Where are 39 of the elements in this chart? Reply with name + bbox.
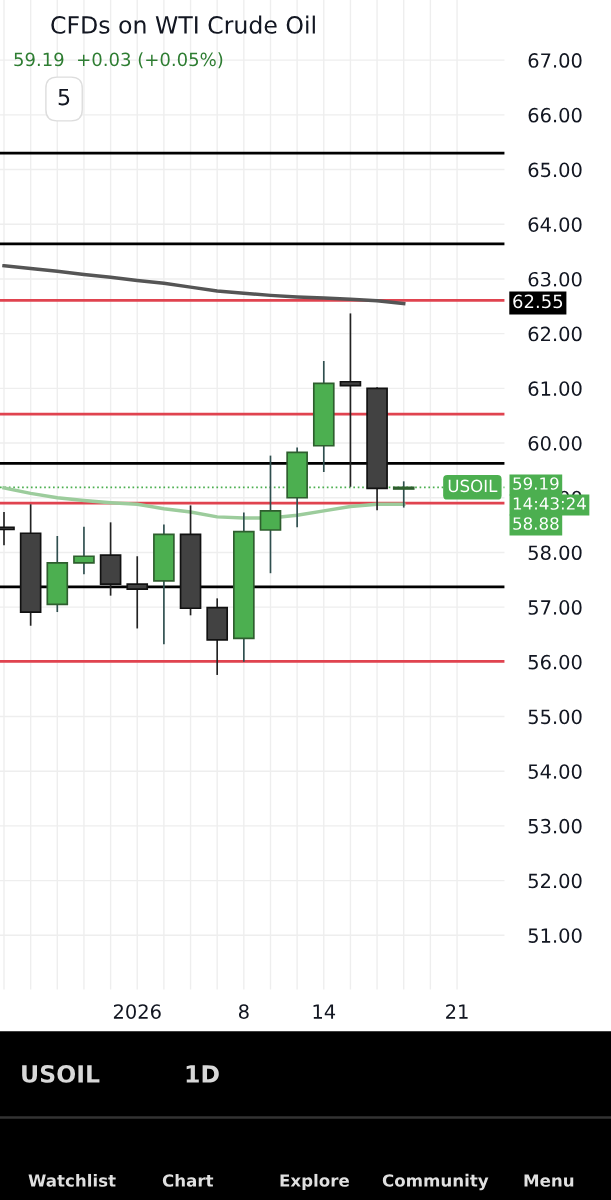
y-tick-label: 51.00 xyxy=(528,928,582,943)
text: CFDs on WTI Crude Oil xyxy=(51,15,315,34)
text: Explore xyxy=(280,1173,349,1191)
y-tick-label: 54.00 xyxy=(528,764,582,779)
y-tick-label: 63.00 xyxy=(528,271,582,287)
x-tick-label: 8 xyxy=(238,1004,249,1019)
text: Community xyxy=(382,1173,489,1191)
text: 59.19 xyxy=(513,477,559,490)
y-tick-label: 55.00 xyxy=(528,709,582,725)
y-tick-label: 65.00 xyxy=(528,162,582,178)
ref-line-label: USOIL xyxy=(448,479,498,493)
y-tick-label: 61.00 xyxy=(528,381,582,397)
text: 14:43:24 xyxy=(513,497,586,510)
y-tick-label: 62.00 xyxy=(528,326,582,342)
y-tick-label: 60.00 xyxy=(528,435,582,451)
y-tick-label: 52.00 xyxy=(528,873,582,889)
y-tick-label: 57.00 xyxy=(528,600,582,615)
text: Menu xyxy=(524,1174,574,1187)
text: Watchlist xyxy=(28,1173,116,1187)
x-tick-label: 21 xyxy=(446,1004,468,1019)
candlestick xyxy=(339,312,362,488)
y-tick-label: 67.00 xyxy=(528,53,582,68)
line-series xyxy=(2,264,406,306)
text: 58.88 xyxy=(513,517,559,530)
text: 59.19 +0.03 (+0.05%) xyxy=(14,52,223,69)
text: Chart xyxy=(162,1173,214,1187)
y-tick-label: 56.00 xyxy=(528,654,582,670)
annotation: 5 xyxy=(58,88,70,106)
candlestick xyxy=(73,525,95,576)
x-tick-label: 2026 xyxy=(113,1004,161,1019)
text: 1D xyxy=(186,1065,219,1083)
x-tick-label: 14 xyxy=(313,1004,336,1019)
candlestick xyxy=(126,555,149,630)
y-tick-label: 58.00 xyxy=(528,545,582,561)
y-tick-label: 66.00 xyxy=(528,107,582,123)
y-tick-label: 64.00 xyxy=(528,217,582,232)
text: USOIL xyxy=(22,1064,100,1083)
y-tick-label: 53.00 xyxy=(528,818,582,834)
text: 62.55 xyxy=(513,294,563,309)
